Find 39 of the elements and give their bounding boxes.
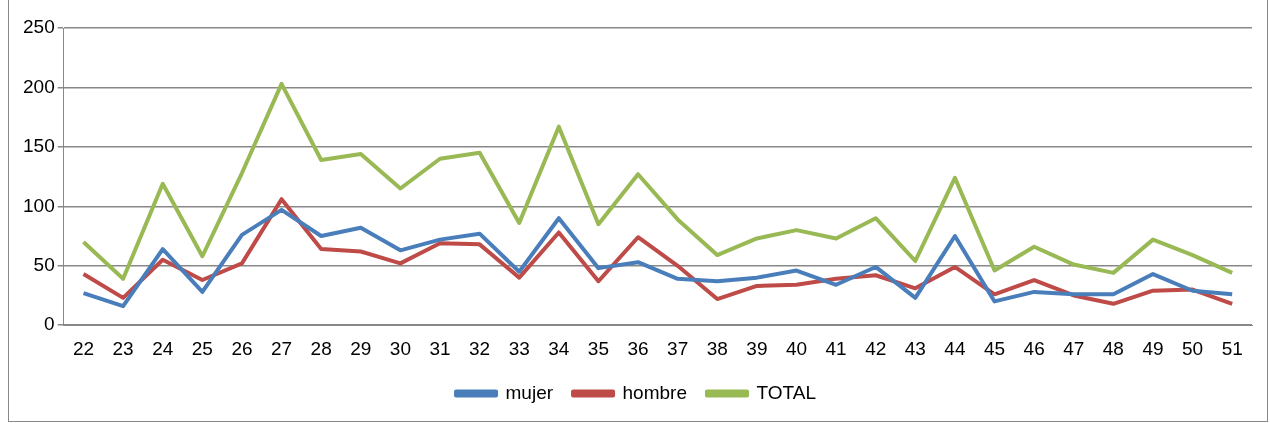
x-tick-label: 30 (389, 337, 411, 359)
x-tick-label: 29 (350, 337, 372, 359)
y-tick-label: 0 (44, 313, 55, 335)
x-tick-label: 41 (825, 337, 847, 359)
x-tick-label: 50 (1182, 337, 1204, 359)
y-tick-label: 100 (23, 194, 55, 216)
x-tick-label: 31 (429, 337, 451, 359)
x-tick-label: 37 (667, 337, 689, 359)
x-tick-label: 35 (587, 337, 610, 359)
x-tick-label: 33 (508, 337, 530, 359)
x-tick-label: 40 (785, 337, 808, 359)
x-tick-label: 25 (191, 337, 213, 359)
x-tick-label: 26 (231, 337, 253, 359)
x-tick-label: 45 (983, 337, 1006, 359)
y-tick-label: 50 (33, 253, 55, 275)
y-tick-label: 150 (23, 135, 55, 157)
x-tick-label: 49 (1142, 337, 1164, 359)
x-tick-label: 51 (1221, 337, 1243, 359)
x-tick-label: 34 (548, 337, 570, 359)
x-tick-label: 36 (627, 337, 649, 359)
y-tick-label: 200 (23, 75, 55, 97)
x-tick-label: 27 (270, 337, 293, 359)
x-tick-label: 22 (72, 337, 95, 359)
x-tick-label: 32 (469, 337, 491, 359)
legend-label: hombre (622, 381, 687, 403)
x-tick-label: 43 (904, 337, 926, 359)
x-tick-label: 44 (944, 337, 966, 359)
legend-label: mujer (505, 381, 554, 403)
x-tick-label: 23 (112, 337, 134, 359)
x-tick-label: 46 (1023, 337, 1045, 359)
x-tick-label: 28 (310, 337, 332, 359)
x-tick-label: 39 (746, 337, 768, 359)
x-tick-label: 47 (1063, 337, 1085, 359)
x-tick-label: 24 (152, 337, 174, 359)
y-tick-label: 250 (23, 16, 55, 38)
x-tick-label: 42 (865, 337, 887, 359)
legend-label: TOTAL (756, 381, 816, 403)
x-tick-label: 38 (706, 337, 728, 359)
x-tick-label: 48 (1102, 337, 1124, 359)
